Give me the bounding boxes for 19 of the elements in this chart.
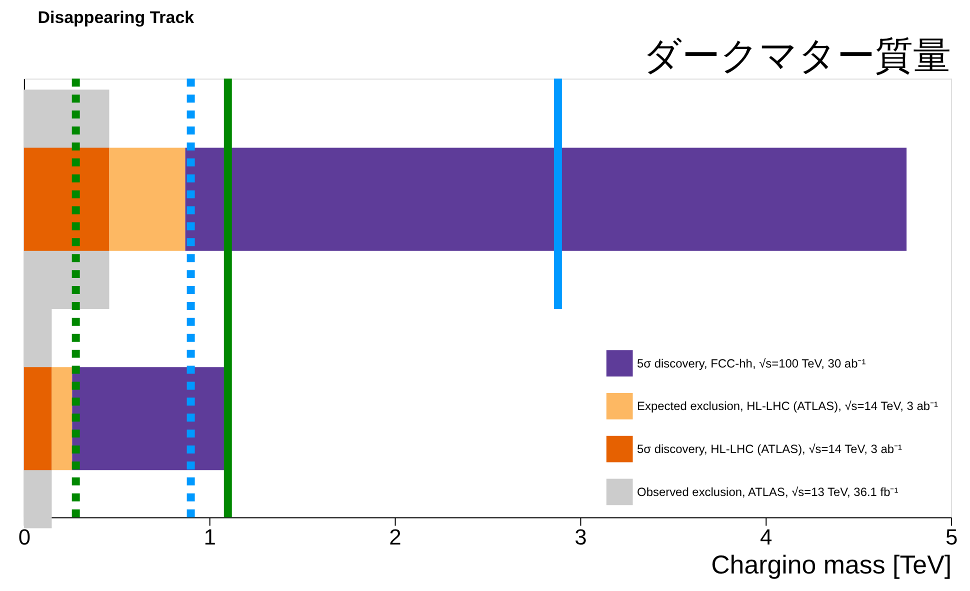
legend-label: Observed exclusion, ATLAS, √s=13 TeV, 36.1 fb⁻¹ (637, 484, 898, 499)
legend-label: Expected exclusion, HL-LHC (ATLAS), √s=14 TeV, 3 ab⁻¹ (637, 399, 938, 414)
bar (72, 367, 224, 470)
x-axis-title: Chargino mass [TeV] (711, 552, 952, 580)
text: ダークマター質量 (643, 36, 952, 78)
x-tick-label: 3 (574, 524, 587, 550)
bar (109, 148, 186, 251)
x-tick-label: 0 (18, 524, 31, 550)
x-tick-label: 2 (389, 524, 402, 550)
x-tick-label: 4 (760, 524, 772, 550)
chart-title: Disappearing Track (38, 8, 195, 27)
bar (24, 148, 110, 251)
bar (24, 367, 52, 470)
legend-label: 5σ discovery, FCC-hh, √s=100 TeV, 30 ab⁻¹ (637, 356, 866, 370)
x-tick-label: 5 (945, 524, 958, 550)
legend-label: 5σ discovery, HL-LHC (ATLAS), √s=14 TeV, 3 ab⁻¹ (637, 442, 902, 456)
bar (52, 367, 72, 470)
x-tick-label: 1 (204, 524, 216, 550)
bar (185, 148, 907, 251)
